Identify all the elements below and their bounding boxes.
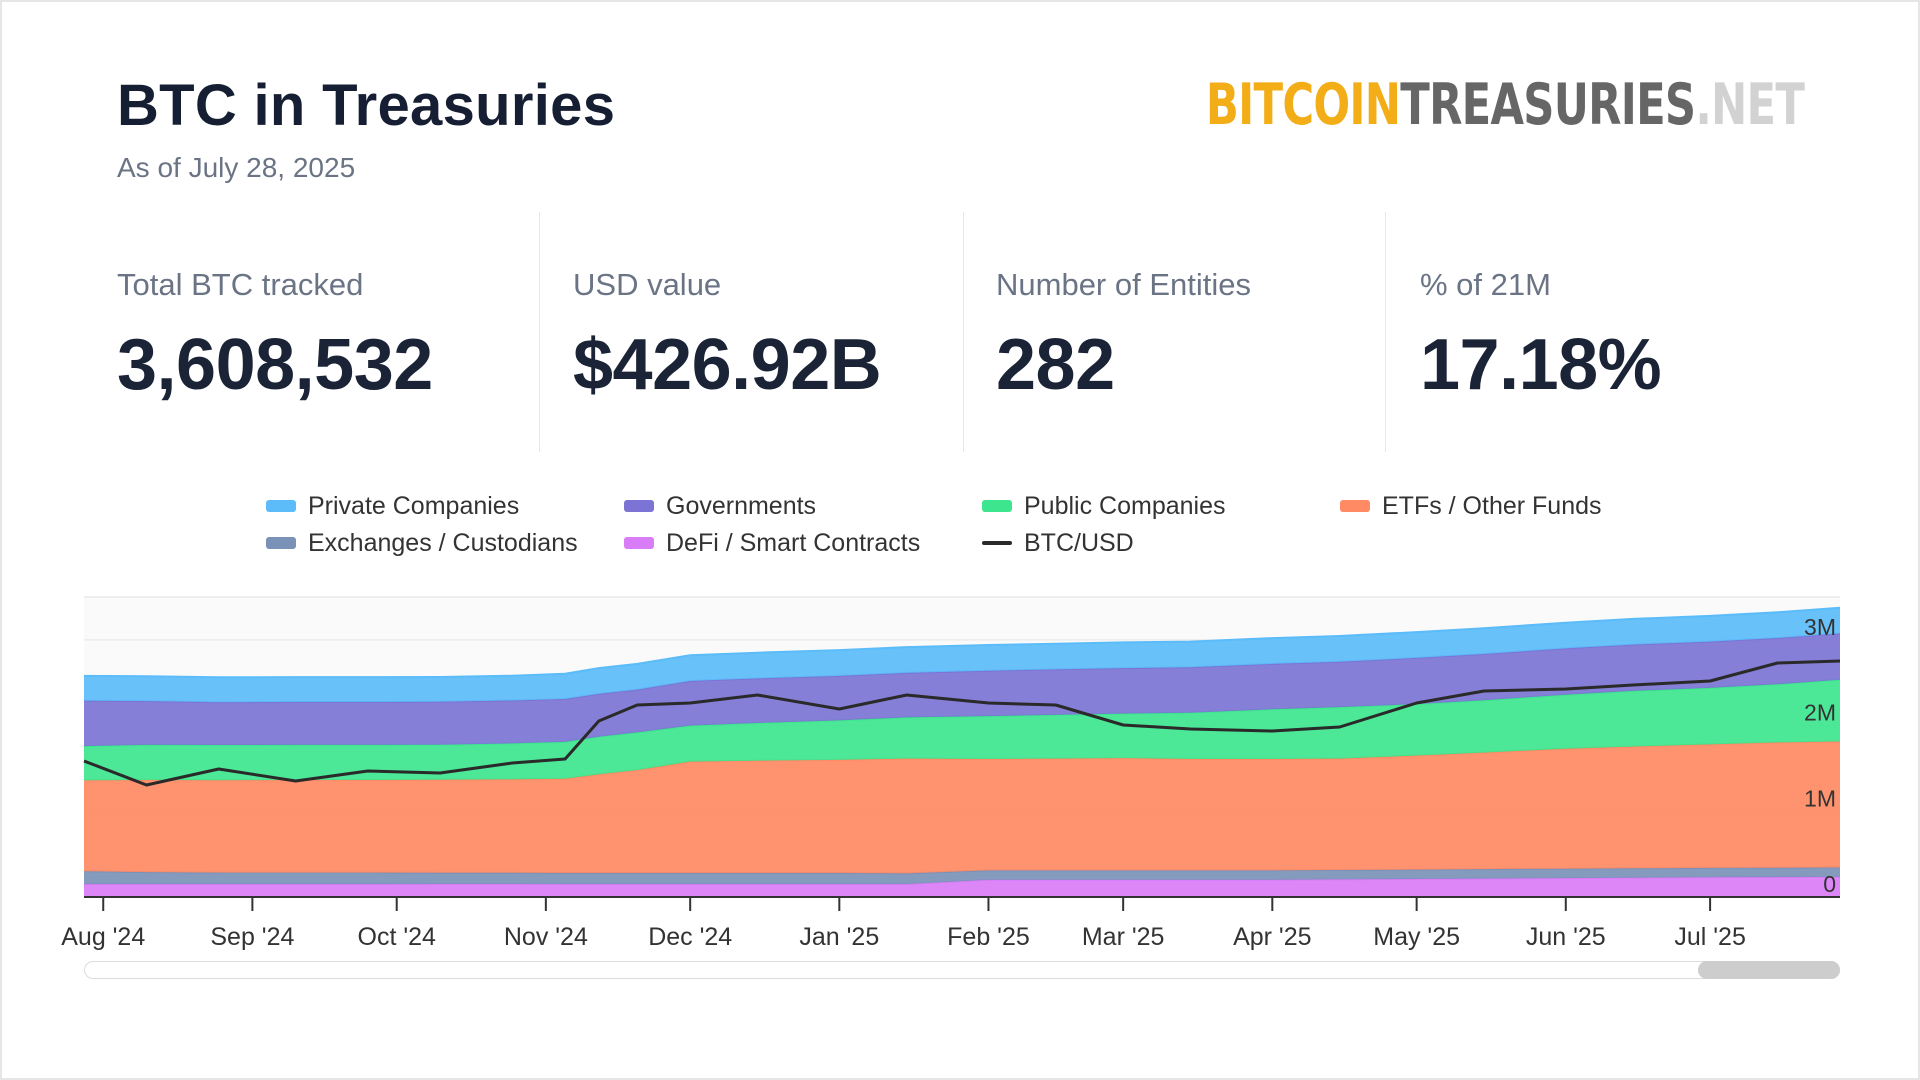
- stat-value: 17.18%: [1420, 325, 1662, 405]
- legend-label: ETFs / Other Funds: [1382, 491, 1602, 520]
- logo-part-treasuries: TREASURIES: [1400, 72, 1696, 138]
- legend-item-btc-usd[interactable]: BTC/USD: [982, 528, 1134, 558]
- legend-swatch: [624, 537, 654, 549]
- legend-label: DeFi / Smart Contracts: [666, 528, 921, 557]
- page-subtitle: As of July 28, 2025: [117, 152, 356, 183]
- x-tick-label: Jun '25: [1526, 923, 1606, 951]
- x-tick-label: May '25: [1373, 923, 1460, 951]
- stat-label: Number of Entities: [996, 267, 1251, 302]
- logo-part-net: .NET: [1695, 72, 1805, 138]
- legend-swatch: [624, 500, 654, 512]
- x-tick-label: Jul '25: [1674, 923, 1745, 951]
- brand-logo[interactable]: BITCOINTREASURIES.NET: [1205, 72, 1805, 138]
- legend-swatch: [266, 500, 296, 512]
- x-tick-label: Oct '24: [358, 923, 437, 951]
- stat-value: 3,608,532: [117, 325, 433, 405]
- area-exchanges: [84, 867, 1840, 885]
- x-tick-label: Jan '25: [799, 923, 879, 951]
- area-defi: [84, 876, 1840, 897]
- legend-swatch: [982, 541, 1012, 545]
- stat-label: Total BTC tracked: [117, 267, 364, 302]
- stat-divider: [1385, 212, 1386, 452]
- area-etfs: [84, 741, 1840, 874]
- legend-label: Public Companies: [1024, 491, 1226, 520]
- x-tick-label: Sep '24: [210, 923, 294, 951]
- chart-scrollbar-thumb[interactable]: [1698, 961, 1840, 979]
- legend-item-public-companies[interactable]: Public Companies: [982, 491, 1226, 521]
- legend-label: Governments: [666, 491, 817, 520]
- area-governments: [84, 633, 1840, 747]
- legend-item-defi-smart-contracts[interactable]: DeFi / Smart Contracts: [624, 528, 920, 558]
- x-tick-label: Dec '24: [648, 923, 732, 951]
- x-tick-label: Apr '25: [1233, 923, 1311, 951]
- y-tick-label: 2M: [1804, 700, 1836, 726]
- x-tick-label: Nov '24: [504, 923, 588, 951]
- legend-item-exchanges-custodians[interactable]: Exchanges / Custodians: [266, 528, 578, 558]
- legend-swatch: [982, 500, 1012, 512]
- legend-swatch: [266, 537, 296, 549]
- legend-item-governments[interactable]: Governments: [624, 491, 816, 521]
- y-tick-label: 1M: [1804, 785, 1836, 811]
- area-edge-private: [83, 606, 1841, 679]
- y-tick-label: 0: [1823, 871, 1836, 897]
- stat-divider: [963, 212, 964, 452]
- stat-value: $426.92B: [573, 325, 882, 405]
- legend-item-private-companies[interactable]: Private Companies: [266, 491, 519, 521]
- chart-scrollbar-track[interactable]: [84, 961, 1840, 979]
- legend-swatch: [1340, 500, 1370, 512]
- x-tick-label: Feb '25: [947, 923, 1030, 951]
- legend-label: BTC/USD: [1024, 528, 1134, 557]
- stat-label: % of 21M: [1420, 267, 1551, 302]
- page-title: BTC in Treasuries: [117, 73, 616, 138]
- stat-divider: [539, 212, 540, 452]
- stat-label: USD value: [573, 267, 722, 302]
- stat-value: 282: [996, 325, 1115, 405]
- y-tick-label: 3M: [1804, 614, 1836, 640]
- x-tick-label: Mar '25: [1082, 923, 1165, 951]
- area-private: [84, 607, 1840, 703]
- x-tick-label: Aug '24: [61, 923, 145, 951]
- legend-label: Exchanges / Custodians: [308, 528, 578, 557]
- logo-part-bitcoin: BITCOIN: [1205, 72, 1401, 138]
- legend-label: Private Companies: [308, 491, 520, 520]
- legend-item-etfs-other-funds[interactable]: ETFs / Other Funds: [1340, 491, 1602, 521]
- line-btc-usd: [83, 659, 1841, 787]
